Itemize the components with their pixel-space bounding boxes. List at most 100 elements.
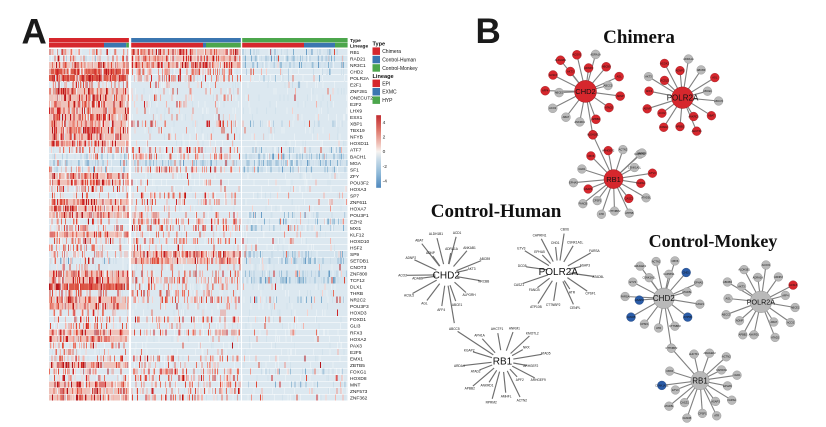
svg-text:NRX: NRX — [523, 346, 531, 350]
svg-text:EPHA5: EPHA5 — [534, 250, 545, 254]
svg-text:ACOX1: ACOX1 — [573, 53, 582, 57]
svg-text:Control-Human: Control-Human — [382, 58, 416, 64]
svg-text:SF1: SF1 — [350, 167, 359, 173]
svg-text:ADRA1A: ADRA1A — [590, 52, 601, 56]
svg-text:EXMC: EXMC — [382, 90, 397, 96]
svg-text:FARSA: FARSA — [728, 398, 737, 402]
svg-text:RFX3: RFX3 — [350, 330, 363, 336]
svg-text:ALDH1B1: ALDH1B1 — [738, 268, 750, 272]
svg-text:PAX3: PAX3 — [350, 343, 362, 349]
svg-text:DCD5: DCD5 — [518, 264, 527, 268]
svg-text:Chimera: Chimera — [603, 27, 675, 48]
svg-text:AKT3: AKT3 — [468, 267, 476, 271]
svg-text:ACSL5: ACSL5 — [660, 78, 669, 82]
svg-text:ADRA1A: ADRA1A — [683, 57, 694, 61]
svg-text:CPSF1: CPSF1 — [593, 199, 602, 203]
svg-text:ATR: ATR — [599, 212, 604, 216]
svg-text:ADNP: ADNP — [426, 251, 435, 255]
svg-text:ADRA1A: ADRA1A — [445, 247, 459, 251]
svg-text:POLR2A: POLR2A — [539, 267, 579, 278]
svg-text:ARHGEF2: ARHGEF2 — [602, 149, 615, 153]
svg-text:ZNF573: ZNF573 — [350, 389, 368, 395]
svg-text:HOXA7: HOXA7 — [350, 206, 367, 212]
svg-text:ASAP3: ASAP3 — [580, 264, 591, 268]
svg-text:B: B — [476, 12, 501, 51]
svg-text:FARSA: FARSA — [621, 294, 630, 298]
svg-text:-2: -2 — [383, 164, 388, 170]
svg-text:ATAD5L: ATAD5L — [593, 275, 605, 279]
svg-text:AKT3: AKT3 — [567, 69, 574, 73]
svg-text:CAPRIN1: CAPRIN1 — [634, 152, 646, 156]
svg-text:ACOX1: ACOX1 — [660, 61, 669, 65]
svg-text:GLI3: GLI3 — [350, 324, 361, 330]
svg-text:ATR: ATR — [656, 326, 661, 330]
svg-text:CTTNBP2: CTTNBP2 — [609, 209, 621, 213]
svg-text:ETV3: ETV3 — [649, 171, 656, 175]
svg-text:CAPRIN1: CAPRIN1 — [663, 272, 675, 276]
svg-text:ADRA1A: ADRA1A — [753, 275, 764, 279]
svg-text:ZNF362: ZNF362 — [350, 395, 368, 401]
svg-text:Chimera: Chimera — [382, 49, 401, 55]
svg-text:ATAD2: ATAD2 — [471, 369, 481, 373]
svg-text:TBX19: TBX19 — [350, 128, 365, 134]
svg-text:Control-Monkey: Control-Monkey — [649, 231, 778, 251]
svg-text:ABCC5: ABCC5 — [449, 327, 460, 331]
svg-text:ABCC5: ABCC5 — [604, 83, 613, 87]
svg-text:CBX6: CBX6 — [666, 369, 673, 373]
svg-text:ETV3: ETV3 — [517, 247, 525, 251]
svg-text:ADNP2: ADNP2 — [676, 69, 685, 73]
svg-text:AGL: AGL — [421, 302, 428, 306]
svg-text:ZNF281: ZNF281 — [350, 89, 368, 95]
svg-text:ZBTB5: ZBTB5 — [350, 363, 365, 369]
svg-text:-4: -4 — [383, 179, 388, 185]
svg-text:ATAD5L: ATAD5L — [682, 290, 692, 294]
svg-text:CASZ1: CASZ1 — [625, 196, 634, 200]
svg-text:HSF2: HSF2 — [350, 246, 363, 252]
svg-text:MNT: MNT — [350, 382, 360, 388]
svg-text:CHD1: CHD1 — [683, 270, 691, 274]
svg-text:ARHGEF2: ARHGEF2 — [634, 264, 647, 268]
svg-text:FOXD1: FOXD1 — [350, 317, 366, 323]
svg-text:HOXD8: HOXD8 — [350, 376, 367, 382]
svg-text:ARHGEF2: ARHGEF2 — [523, 364, 538, 368]
svg-text:ANKRD1: ANKRD1 — [574, 120, 585, 124]
svg-text:ABAT: ABAT — [771, 320, 778, 324]
svg-text:APBB2: APBB2 — [739, 333, 748, 337]
svg-text:APBB2: APBB2 — [676, 125, 685, 129]
svg-text:ACTN2: ACTN2 — [517, 399, 528, 403]
svg-text:CBX6: CBX6 — [588, 154, 595, 158]
svg-text:CTTNBP2: CTTNBP2 — [546, 303, 561, 307]
svg-text:ABCB9: ABCB9 — [723, 280, 732, 284]
svg-text:AHCTF1: AHCTF1 — [692, 129, 703, 133]
svg-text:ABCE1: ABCE1 — [452, 303, 463, 307]
svg-text:ANKM1: ANKM1 — [509, 326, 520, 330]
svg-text:ATAD2: ATAD2 — [660, 125, 669, 129]
svg-text:ABCE1: ABCE1 — [555, 91, 564, 95]
svg-text:A: A — [22, 13, 47, 52]
svg-text:CENPL: CENPL — [570, 306, 581, 310]
svg-text:RB1: RB1 — [692, 377, 708, 386]
svg-text:CAPRIN1: CAPRIN1 — [716, 368, 728, 372]
svg-text:0: 0 — [383, 149, 386, 155]
svg-text:ABCC5: ABCC5 — [722, 313, 731, 317]
svg-text:ALDH1B1: ALDH1B1 — [587, 133, 599, 137]
svg-text:CTTNBP2: CTTNBP2 — [669, 324, 681, 328]
svg-text:LHX9: LHX9 — [350, 109, 362, 115]
svg-text:AKT3: AKT3 — [645, 75, 652, 79]
svg-text:CSNK1A1L: CSNK1A1L — [567, 240, 584, 244]
svg-text:KMOTL2: KMOTL2 — [526, 331, 539, 335]
svg-text:ACO2: ACO2 — [549, 106, 557, 110]
svg-text:Lineage: Lineage — [350, 43, 368, 49]
svg-text:AGL: AGL — [725, 296, 731, 300]
svg-text:ADAB1: ADAB1 — [412, 277, 423, 281]
svg-text:ATF7: ATF7 — [350, 148, 362, 154]
svg-text:RB1: RB1 — [606, 175, 621, 184]
svg-text:ATP5B: ATP5B — [625, 211, 633, 215]
svg-text:ABAT: ABAT — [708, 114, 715, 118]
svg-text:AFF4: AFF4 — [542, 89, 549, 93]
svg-text:BACH1: BACH1 — [350, 154, 366, 160]
svg-text:CASZ1: CASZ1 — [696, 302, 705, 306]
svg-text:SP7: SP7 — [350, 193, 359, 199]
svg-text:HOXA3: HOXA3 — [350, 187, 367, 193]
svg-text:POU3F2: POU3F2 — [350, 180, 369, 186]
